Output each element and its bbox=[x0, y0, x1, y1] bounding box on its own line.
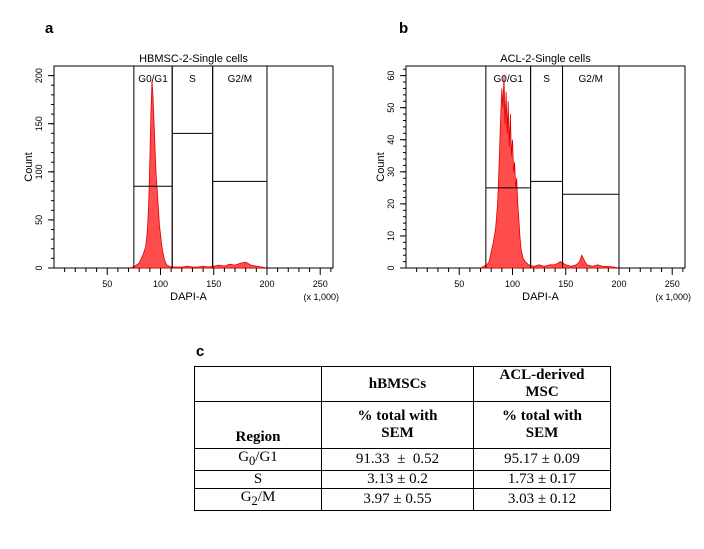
y-tick-label: 0 bbox=[386, 265, 396, 270]
header-text: ACL-derived bbox=[499, 367, 585, 383]
region-cell: G2/M bbox=[194, 488, 322, 511]
region-text: G bbox=[240, 489, 252, 505]
x-tick-label: 250 bbox=[313, 279, 328, 289]
table-row: Region % total with SEM % total with SEM bbox=[194, 401, 611, 449]
gate-label: G2/M bbox=[579, 74, 603, 85]
region-text: G bbox=[238, 449, 250, 465]
region-text: /G1 bbox=[255, 449, 278, 465]
gate-label: S bbox=[189, 74, 196, 85]
x-tick-label: 100 bbox=[153, 279, 168, 289]
value-cell: 3.97 ± 0.55 bbox=[321, 488, 474, 511]
header-region: Region bbox=[194, 401, 322, 449]
table-row: S 3.13 ± 0.2 1.73 ± 0.17 bbox=[194, 470, 611, 489]
header-text: hBMSCs bbox=[368, 375, 427, 392]
region-subscript: 0 bbox=[249, 454, 256, 468]
region-subscript: 2 bbox=[251, 494, 258, 508]
subheader-hbmsc: % total with SEM bbox=[321, 401, 474, 449]
chart-title: HBMSC-2-Single cells bbox=[139, 53, 248, 65]
chart-title: ACL-2-Single cells bbox=[500, 53, 591, 65]
table-cell bbox=[194, 366, 322, 402]
subheader-acl: % total with SEM bbox=[473, 401, 611, 449]
y-tick-label: 50 bbox=[34, 215, 44, 225]
gate-label: G0/G1 bbox=[493, 74, 523, 85]
table-row: hBMSCs ACL-derived MSC bbox=[194, 366, 611, 402]
value-cell: 3.03 ± 0.12 bbox=[473, 488, 611, 511]
x-tick-label: 150 bbox=[206, 279, 221, 289]
x-tick-label: 50 bbox=[454, 279, 464, 289]
x-tick-label: 150 bbox=[558, 279, 573, 289]
x-tick-label: 100 bbox=[505, 279, 520, 289]
gate-label: G0/G1 bbox=[138, 74, 168, 85]
y-tick-label: 30 bbox=[386, 167, 396, 177]
x-axis-label: DAPI-A bbox=[522, 291, 559, 303]
table-row: G0/G1 91.33 ± 0.52 95.17 ± 0.09 bbox=[194, 448, 611, 471]
region-cell: S bbox=[194, 470, 322, 489]
x-tick-label: 200 bbox=[259, 279, 274, 289]
y-tick-label: 50 bbox=[386, 103, 396, 113]
plot-frame bbox=[405, 65, 686, 269]
panel-label-b: b bbox=[399, 20, 409, 37]
x-axis-label: DAPI-A bbox=[170, 291, 207, 303]
header-text: % total with bbox=[502, 408, 582, 424]
header-text: Region bbox=[235, 429, 281, 445]
cell-cycle-table: hBMSCs ACL-derived MSC Region % total wit… bbox=[194, 366, 611, 511]
x-tick-label: 250 bbox=[665, 279, 680, 289]
x-tick-label: 50 bbox=[102, 279, 112, 289]
y-tick-label: 100 bbox=[34, 164, 44, 179]
table-row: G2/M 3.97 ± 0.55 3.03 ± 0.12 bbox=[194, 488, 611, 511]
value-cell: 91.33 ± 0.52 bbox=[321, 448, 474, 471]
y-tick-label: 200 bbox=[34, 68, 44, 83]
value-cell: 3.13 ± 0.2 bbox=[321, 470, 474, 489]
histogram-series bbox=[480, 75, 620, 269]
header-text: % total with bbox=[357, 408, 438, 424]
header-text: SEM bbox=[525, 425, 559, 441]
x-tick-label: 200 bbox=[611, 279, 626, 289]
header-hbmsc: hBMSCs bbox=[321, 366, 474, 402]
y-tick-label: 150 bbox=[34, 116, 44, 131]
region-cell: G0/G1 bbox=[194, 448, 322, 471]
header-text: SEM bbox=[381, 425, 414, 441]
y-axis-label: Count bbox=[23, 152, 35, 181]
panel-label-c: c bbox=[196, 343, 205, 360]
y-tick-label: 20 bbox=[386, 199, 396, 209]
gate-label: S bbox=[543, 74, 550, 85]
value-cell: 95.17 ± 0.09 bbox=[473, 448, 611, 471]
x-multiplier: (x 1,000) bbox=[655, 292, 691, 302]
panel-label-a: a bbox=[45, 20, 54, 37]
y-axis-label: Count bbox=[375, 152, 387, 181]
gate-label: G2/M bbox=[228, 74, 252, 85]
y-tick-label: 10 bbox=[386, 231, 396, 241]
y-tick-label: 60 bbox=[386, 71, 396, 81]
histogram-series bbox=[130, 80, 268, 269]
y-tick-label: 0 bbox=[34, 265, 44, 270]
region-text: /M bbox=[257, 489, 276, 505]
header-acl: ACL-derived MSC bbox=[473, 366, 611, 402]
header-text: MSC bbox=[525, 384, 559, 400]
value-cell: 1.73 ± 0.17 bbox=[473, 470, 611, 489]
region-text: S bbox=[253, 471, 263, 487]
x-multiplier: (x 1,000) bbox=[303, 292, 339, 302]
y-tick-label: 40 bbox=[386, 135, 396, 145]
